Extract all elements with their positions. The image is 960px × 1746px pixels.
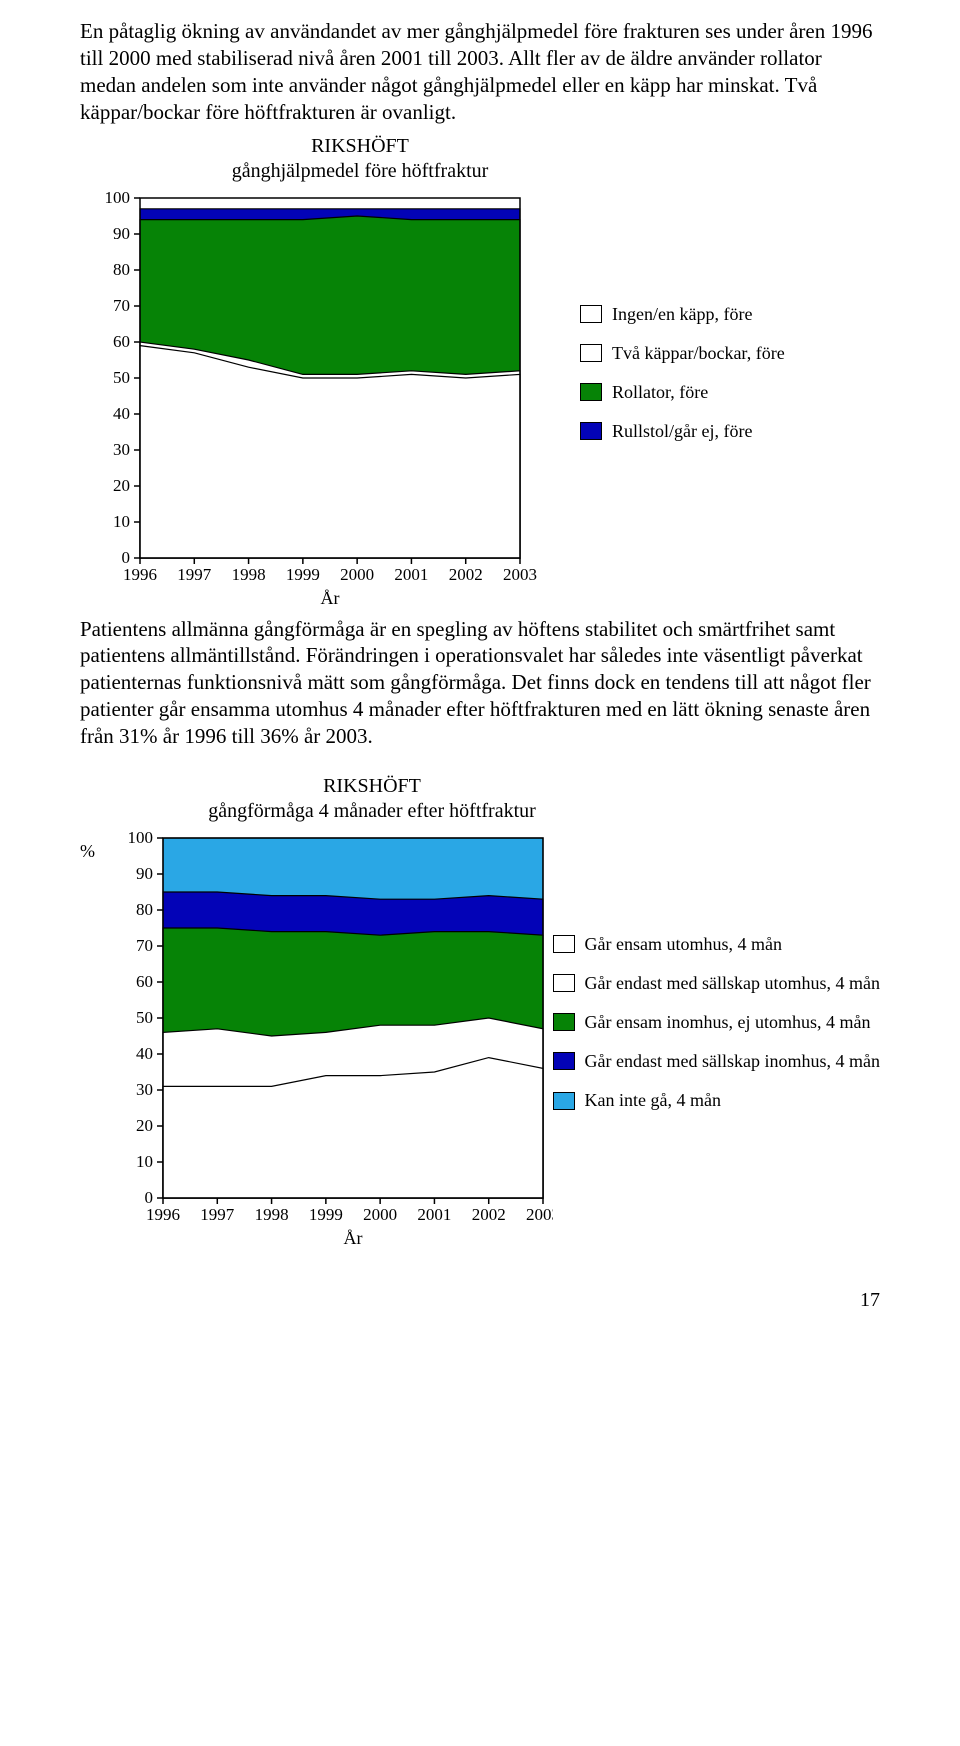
legend-label: Går endast med sällskap utomhus, 4 mån bbox=[585, 972, 880, 995]
svg-text:År: År bbox=[321, 588, 340, 608]
legend-swatch bbox=[580, 422, 602, 440]
legend-item: Rullstol/går ej, före bbox=[580, 420, 785, 443]
svg-text:2002: 2002 bbox=[449, 565, 483, 584]
svg-text:30: 30 bbox=[113, 440, 130, 459]
legend-label: Rollator, före bbox=[612, 381, 708, 404]
svg-text:90: 90 bbox=[113, 224, 130, 243]
legend-label: Två käppar/bockar, före bbox=[612, 342, 785, 365]
svg-text:1999: 1999 bbox=[286, 565, 320, 584]
svg-text:1996: 1996 bbox=[146, 1205, 180, 1224]
svg-text:40: 40 bbox=[113, 404, 130, 423]
svg-text:30: 30 bbox=[136, 1080, 153, 1099]
chart-1: RIKSHÖFT gånghjälpmedel före höftfraktur… bbox=[80, 134, 880, 608]
svg-text:1997: 1997 bbox=[177, 565, 212, 584]
legend-item: Ingen/en käpp, före bbox=[580, 303, 785, 326]
chart-1-title: RIKSHÖFT gånghjälpmedel före höftfraktur bbox=[80, 134, 580, 184]
svg-text:2003: 2003 bbox=[526, 1205, 553, 1224]
svg-text:100: 100 bbox=[128, 828, 154, 847]
svg-text:2002: 2002 bbox=[472, 1205, 506, 1224]
svg-text:10: 10 bbox=[113, 512, 130, 531]
svg-text:2003: 2003 bbox=[503, 565, 537, 584]
svg-text:50: 50 bbox=[136, 1008, 153, 1027]
legend-item: Går ensam inomhus, ej utomhus, 4 mån bbox=[553, 1011, 880, 1034]
chart-1-title-line1: RIKSHÖFT bbox=[311, 135, 409, 157]
legend-item: Rollator, före bbox=[580, 381, 785, 404]
svg-text:80: 80 bbox=[113, 260, 130, 279]
chart-2-pct-label: % bbox=[80, 828, 95, 863]
svg-text:60: 60 bbox=[113, 332, 130, 351]
svg-text:2001: 2001 bbox=[417, 1205, 451, 1224]
svg-text:100: 100 bbox=[105, 188, 131, 207]
legend-swatch bbox=[553, 974, 575, 992]
legend-item: Två käppar/bockar, före bbox=[580, 342, 785, 365]
svg-text:1997: 1997 bbox=[200, 1205, 235, 1224]
chart-1-title-line2: gånghjälpmedel före höftfraktur bbox=[232, 160, 489, 182]
svg-text:40: 40 bbox=[136, 1044, 153, 1063]
svg-text:2000: 2000 bbox=[340, 565, 374, 584]
svg-text:80: 80 bbox=[136, 900, 153, 919]
svg-text:90: 90 bbox=[136, 864, 153, 883]
svg-text:20: 20 bbox=[136, 1116, 153, 1135]
page-number: 17 bbox=[80, 1288, 880, 1314]
legend-item: Kan inte gå, 4 mån bbox=[553, 1089, 880, 1112]
legend-swatch bbox=[580, 344, 602, 362]
svg-text:20: 20 bbox=[113, 476, 130, 495]
legend-label: Går ensam utomhus, 4 mån bbox=[585, 933, 782, 956]
svg-text:1999: 1999 bbox=[309, 1205, 343, 1224]
chart-2-title-line2: gångförmåga 4 månader efter höftfraktur bbox=[208, 800, 536, 822]
legend-item: Går ensam utomhus, 4 mån bbox=[553, 933, 880, 956]
svg-text:1998: 1998 bbox=[232, 565, 266, 584]
svg-text:70: 70 bbox=[136, 936, 153, 955]
svg-text:60: 60 bbox=[136, 972, 153, 991]
chart-2-svg: 0102030405060708090100199619971998199920… bbox=[103, 828, 553, 1248]
legend-label: Går ensam inomhus, ej utomhus, 4 mån bbox=[585, 1011, 871, 1034]
paragraph-1: En påtaglig ökning av användandet av mer… bbox=[80, 18, 880, 126]
legend-swatch bbox=[553, 935, 575, 953]
chart-1-legend: Ingen/en käpp, före Två käppar/bockar, fö… bbox=[580, 188, 785, 443]
legend-label: Kan inte gå, 4 mån bbox=[585, 1089, 721, 1112]
svg-text:70: 70 bbox=[113, 296, 130, 315]
paragraph-2: Patientens allmänna gångförmåga är en sp… bbox=[80, 616, 880, 750]
legend-swatch bbox=[580, 305, 602, 323]
legend-item: Går endast med sällskap utomhus, 4 mån bbox=[553, 972, 880, 995]
legend-item: Går endast med sällskap inomhus, 4 mån bbox=[553, 1050, 880, 1073]
chart-2-legend: Går ensam utomhus, 4 mån Går endast med s… bbox=[553, 828, 880, 1112]
svg-text:År: År bbox=[344, 1228, 363, 1248]
legend-swatch bbox=[553, 1013, 575, 1031]
svg-text:1998: 1998 bbox=[255, 1205, 289, 1224]
chart-1-svg: 0102030405060708090100199619971998199920… bbox=[80, 188, 580, 608]
legend-label: Ingen/en käpp, före bbox=[612, 303, 752, 326]
chart-2: RIKSHÖFT gångförmåga 4 månader efter höf… bbox=[80, 774, 880, 1248]
svg-text:2001: 2001 bbox=[394, 565, 428, 584]
legend-swatch bbox=[553, 1052, 575, 1070]
legend-swatch bbox=[580, 383, 602, 401]
svg-text:10: 10 bbox=[136, 1152, 153, 1171]
legend-label: Går endast med sällskap inomhus, 4 mån bbox=[585, 1050, 880, 1073]
legend-label: Rullstol/går ej, före bbox=[612, 420, 752, 443]
svg-text:50: 50 bbox=[113, 368, 130, 387]
chart-2-title: RIKSHÖFT gångförmåga 4 månader efter höf… bbox=[80, 774, 580, 824]
svg-text:1996: 1996 bbox=[123, 565, 157, 584]
svg-text:2000: 2000 bbox=[363, 1205, 397, 1224]
chart-2-title-line1: RIKSHÖFT bbox=[323, 775, 421, 797]
legend-swatch bbox=[553, 1092, 575, 1110]
